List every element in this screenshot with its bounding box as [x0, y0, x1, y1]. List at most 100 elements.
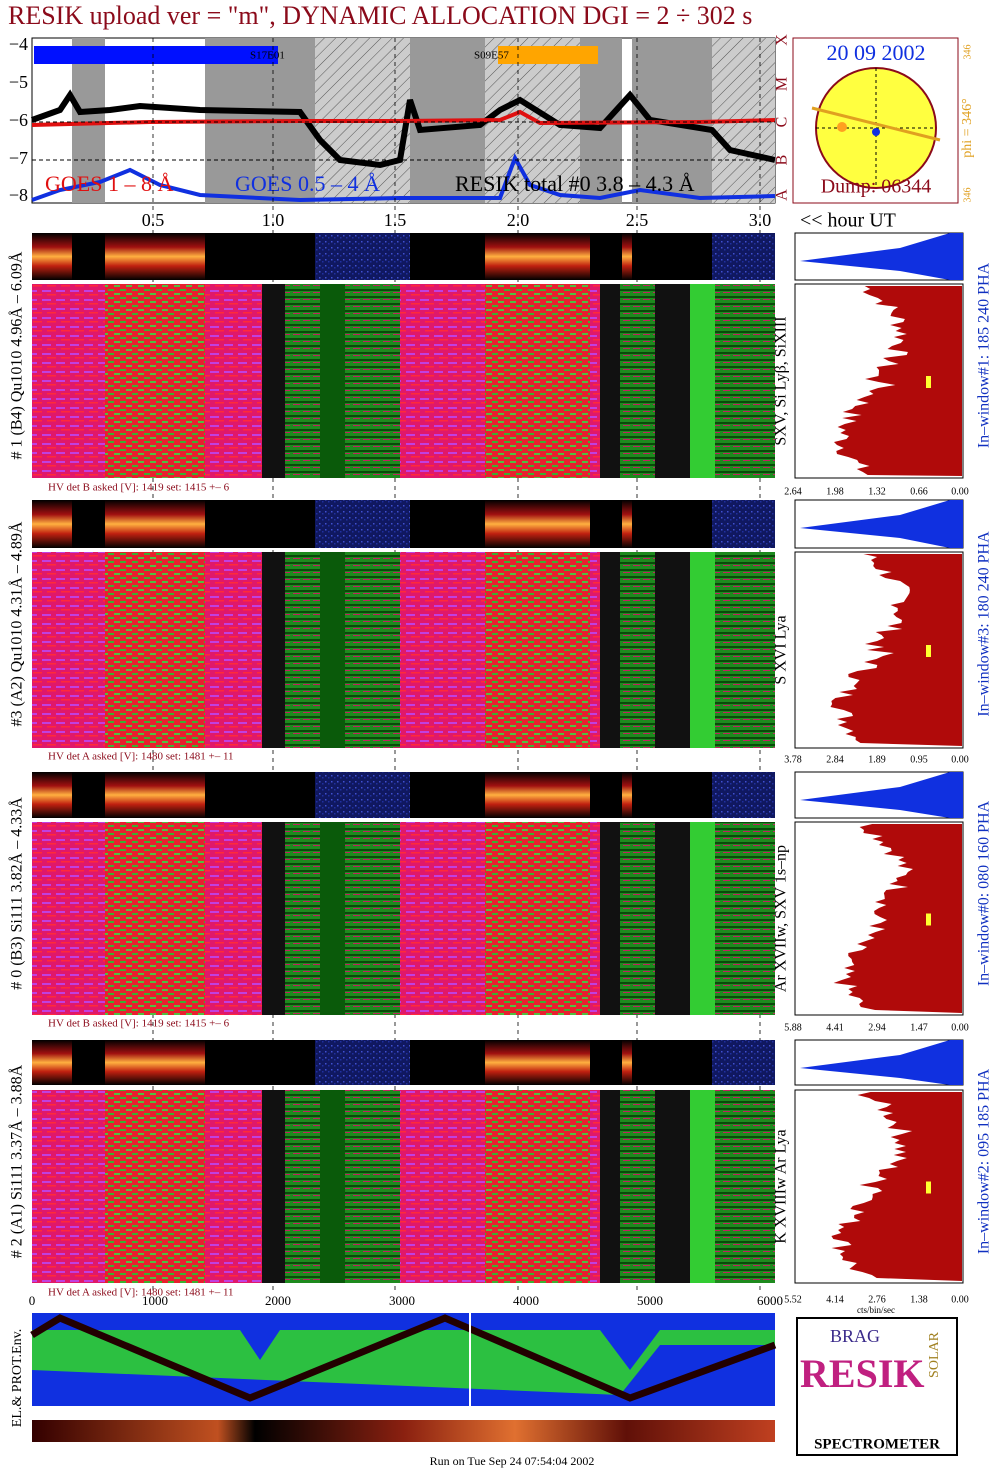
spectrum-strip	[410, 233, 485, 280]
spectrogram	[485, 284, 590, 478]
spectrogram	[32, 552, 105, 748]
hist-tick-label: 5.88	[784, 1022, 802, 1033]
spectrum-strip	[315, 500, 410, 548]
hist-tick-label: 0.00	[951, 486, 969, 497]
spectrogram	[655, 1090, 690, 1283]
spectrogram	[600, 284, 620, 478]
spectrogram	[345, 1090, 400, 1283]
window-label: In–window#0: 080 160 PHA	[976, 800, 993, 986]
spectrogram	[345, 552, 400, 748]
hist-tick-label: 4.14	[826, 1294, 844, 1305]
spectrogram	[320, 284, 345, 478]
spectrum-strip	[205, 500, 315, 548]
y-tick-label: −8	[9, 185, 28, 205]
y-tick-label: −7	[9, 148, 28, 168]
spectrum-strip	[410, 500, 485, 548]
line-label: SXV, Si Lyβ, SiXIII	[773, 316, 790, 445]
spectrogram	[600, 822, 620, 1015]
spectrum-strip	[485, 500, 590, 548]
spectrogram	[285, 822, 320, 1015]
spectrum-strip	[622, 500, 632, 548]
hist-blue	[800, 1040, 963, 1085]
spectrogram	[590, 822, 600, 1015]
spectrogram	[262, 284, 285, 478]
hv-label: HV det B asked [V]: 1419 set: 1415 +– 6	[48, 1018, 230, 1030]
spectrogram	[32, 1090, 105, 1283]
hist-tick-label: 0.00	[951, 754, 969, 765]
spectrogram	[600, 1090, 620, 1283]
y-tick-label: −4	[9, 34, 28, 54]
spectrum-strip	[632, 233, 712, 280]
y-tick-label: −6	[9, 110, 28, 130]
spectrogram	[600, 552, 620, 748]
time-tick-label: 5000	[637, 1293, 663, 1308]
sun-panel	[792, 37, 959, 204]
spectrum-strip	[205, 772, 315, 818]
spectrum-strip	[315, 233, 410, 280]
spectrum-strip	[105, 500, 205, 548]
class-label: B	[774, 155, 791, 166]
goes-panel	[30, 37, 776, 204]
class-label: X	[774, 34, 791, 46]
spectrogram	[715, 1090, 775, 1283]
logo-text: RESIK	[800, 1351, 925, 1396]
spectrogram	[262, 822, 285, 1015]
spectrogram	[32, 284, 105, 478]
spectrogram	[105, 284, 205, 478]
line-label: Ar XVIIw, SXV 1s–np	[773, 845, 790, 992]
class-label: A	[774, 189, 791, 201]
logo-text: SOLAR	[927, 1331, 942, 1378]
spectrogram	[620, 552, 655, 748]
x-unit: << hour UT	[800, 210, 896, 232]
spectrogram	[485, 552, 590, 748]
spectrum-strip	[410, 1040, 485, 1085]
time-tick-label: 4000	[513, 1293, 539, 1308]
x-tick-label: 2.0	[507, 210, 530, 230]
spectrogram	[400, 552, 485, 748]
hv-label: HV det B asked [V]: 1419 set: 1415 +– 6	[48, 482, 230, 494]
hist-tick-label: 0.00	[951, 1022, 969, 1033]
hist-tick-label: 1.89	[868, 754, 886, 765]
spectrogram	[690, 552, 715, 748]
spectrum-strip	[105, 1040, 205, 1085]
spectrum-strip	[315, 1040, 410, 1085]
hist-tick-label: 1.38	[910, 1294, 928, 1305]
spectrum-strip	[410, 772, 485, 818]
panel-label: # 0 (B3) Si111 3.82Å – 4.33Å	[8, 797, 26, 990]
panel-label: #3 (A2) Qu1010 4.31Å – 4.89Å	[8, 521, 26, 726]
spectrum-strip	[32, 1040, 72, 1085]
spectrum-strip	[622, 1040, 632, 1085]
spectrogram	[262, 1090, 285, 1283]
spectrum-strip	[32, 772, 72, 818]
spectrogram	[690, 822, 715, 1015]
hist-red	[831, 1092, 962, 1281]
panel-label: # 2 (A1) Si111 3.37Å – 3.88Å	[8, 1064, 26, 1258]
hist-tick-label: 0.95	[910, 754, 928, 765]
spectrum-strip	[712, 233, 775, 280]
panel-label: # 1 (B4) Qu1010 4.96Å – 6.09Å	[8, 251, 26, 459]
env-label: EL.& PROT.Env.	[10, 1329, 25, 1427]
spectrogram	[715, 822, 775, 1015]
class-label: C	[774, 117, 791, 128]
hist-blue	[800, 233, 963, 280]
hist-red	[833, 824, 962, 1013]
spectrum-strip	[622, 772, 632, 818]
hist-blue	[800, 500, 963, 548]
window-label: In–window#1: 185 240 PHA	[976, 262, 993, 448]
spectrum-strip	[72, 772, 105, 818]
spectrogram	[285, 552, 320, 748]
footer: Run on Tue Sep 24 07:54:04 2002	[430, 1454, 595, 1468]
legend-label: GOES 0.5 – 4 Å	[235, 171, 380, 196]
line-label: K XVIIIw Ar Lya	[773, 1129, 790, 1243]
hist-marker	[926, 1181, 931, 1194]
window-label: In–window#3: 180 240 PHA	[976, 531, 993, 717]
hist-tick-label: 5.52	[784, 1294, 802, 1305]
spectrogram	[620, 1090, 655, 1283]
x-tick-label: 2.5	[626, 210, 649, 230]
spectrogram	[262, 552, 285, 748]
spectrum-strip	[485, 772, 590, 818]
x-tick-label: 1.5	[384, 210, 407, 230]
spectrum-strip	[590, 500, 622, 548]
hist-tick-label: 1.98	[826, 486, 844, 497]
spectrogram	[345, 822, 400, 1015]
